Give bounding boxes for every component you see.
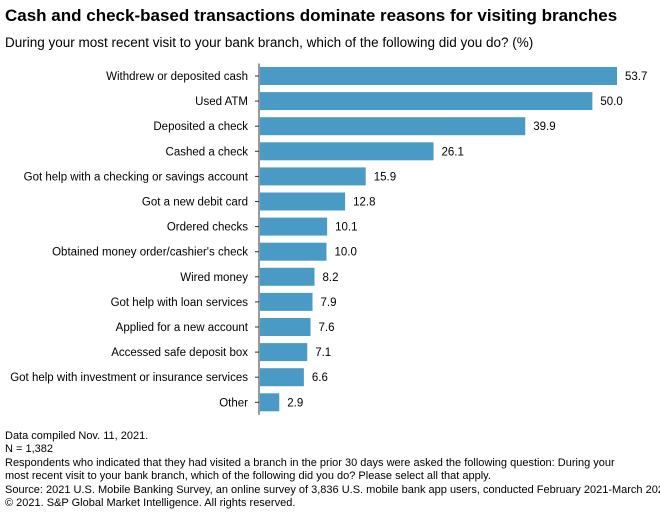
note-date: Data compiled Nov. 11, 2021. xyxy=(5,430,149,442)
bar xyxy=(260,393,280,412)
value-label: 26.1 xyxy=(442,146,464,158)
value-label: 53.7 xyxy=(625,71,647,83)
bar xyxy=(260,368,304,387)
bar xyxy=(260,167,366,186)
category-label: Accessed safe deposit box xyxy=(111,347,248,359)
note-methodology-2: most recent visit to your bank branch, w… xyxy=(5,470,491,483)
value-label: 10.0 xyxy=(334,247,356,259)
value-label: 15.9 xyxy=(374,171,396,183)
category-label: Got a new debit card xyxy=(142,197,248,209)
bar xyxy=(260,292,313,311)
value-label: 12.8 xyxy=(353,197,375,209)
value-label: 7.6 xyxy=(319,322,335,334)
category-label: Got help with a checking or savings acco… xyxy=(24,171,249,183)
category-label: Deposited a check xyxy=(153,121,248,133)
category-label: Withdrew or deposited cash xyxy=(106,71,248,83)
note-source: Source: 2021 U.S. Mobile Banking Survey,… xyxy=(5,483,660,496)
chart-subtitle: During your most recent visit to your ba… xyxy=(5,35,534,50)
note-methodology-1: Respondents who indicated that they had … xyxy=(5,456,615,469)
bar xyxy=(260,242,327,261)
bar xyxy=(260,117,526,136)
category-label: Wired money xyxy=(180,272,248,284)
bar xyxy=(260,267,315,286)
value-label: 7.9 xyxy=(321,297,337,309)
bar xyxy=(260,142,434,161)
category-label: Ordered checks xyxy=(167,222,248,234)
note-copyright: © 2021. S&P Global Market Intelligence. … xyxy=(5,497,296,510)
value-label: 2.9 xyxy=(287,397,303,409)
value-label: 6.6 xyxy=(312,372,328,384)
category-label: Got help with investment or insurance se… xyxy=(10,372,248,384)
bar xyxy=(260,92,593,111)
category-label: Got help with loan services xyxy=(111,297,249,309)
category-label: Other xyxy=(219,397,248,409)
footnotes: Data compiled Nov. 11, 2021. N = 1,382 R… xyxy=(5,430,660,510)
value-label: 39.9 xyxy=(533,121,555,133)
bar xyxy=(260,217,328,236)
value-label: 50.0 xyxy=(600,96,622,108)
value-label: 10.1 xyxy=(335,222,357,234)
value-label: 7.1 xyxy=(315,347,331,359)
bar xyxy=(260,67,617,85)
category-label: Applied for a new account xyxy=(116,322,249,334)
bar-chart: Withdrew or deposited cash 53.7 Used ATM 50… xyxy=(10,63,647,415)
category-label: Used ATM xyxy=(195,96,248,108)
value-label: 8.2 xyxy=(323,272,339,284)
bar xyxy=(260,192,346,211)
category-label: Obtained money order/cashier's check xyxy=(52,247,248,259)
bar xyxy=(260,343,308,362)
bar xyxy=(260,318,311,336)
category-label: Cashed a check xyxy=(166,146,249,158)
chart-title: Cash and check-based transactions domina… xyxy=(5,6,618,25)
note-sample-size: N = 1,382 xyxy=(5,443,54,456)
